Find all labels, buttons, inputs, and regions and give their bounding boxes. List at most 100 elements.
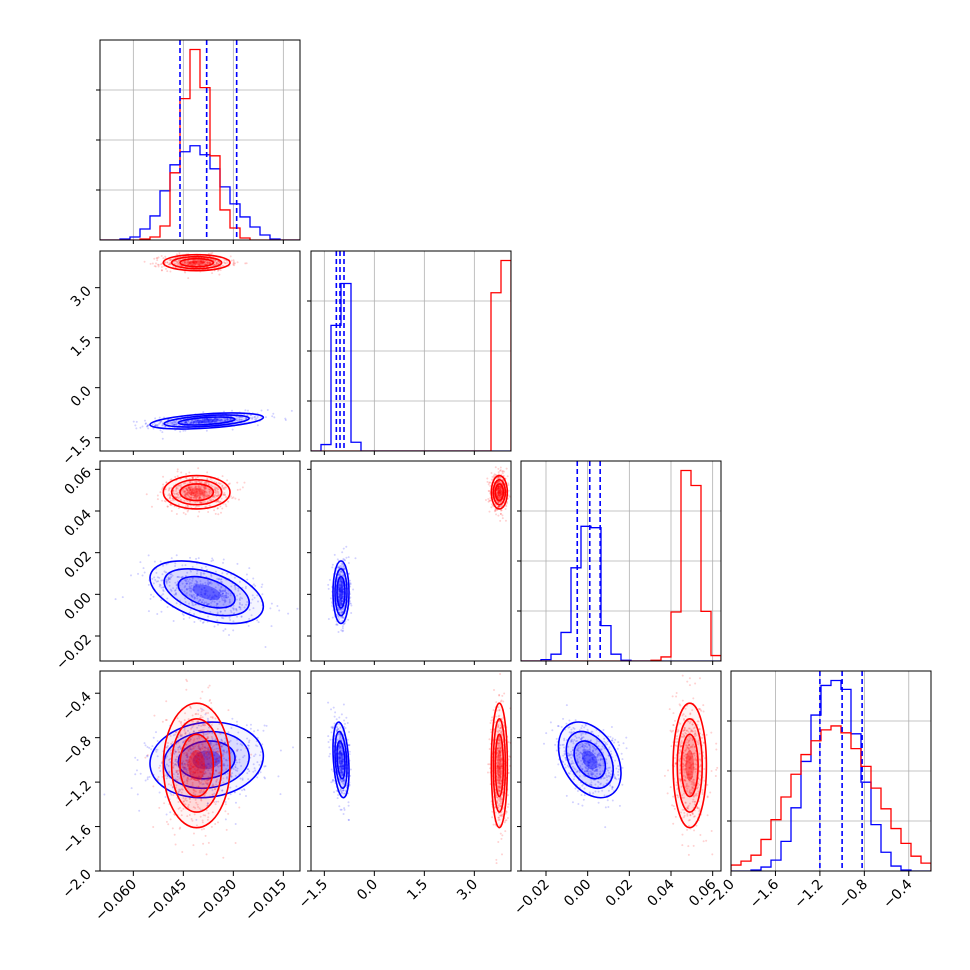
scatter-point bbox=[183, 752, 186, 755]
scatter-point bbox=[218, 591, 221, 594]
scatter-point bbox=[284, 417, 287, 420]
scatter-point bbox=[489, 485, 492, 488]
scatter-point bbox=[497, 489, 500, 492]
scatter-point bbox=[340, 590, 343, 593]
scatter-point bbox=[188, 261, 191, 264]
scatter-point bbox=[181, 762, 184, 765]
scatter-point bbox=[197, 505, 200, 508]
scatter-point bbox=[172, 490, 175, 493]
scatter-point bbox=[195, 824, 198, 827]
scatter-point bbox=[207, 510, 210, 513]
scatter-point bbox=[155, 424, 158, 427]
scatter-point bbox=[341, 586, 344, 589]
scatter-point bbox=[497, 486, 500, 489]
scatter-point bbox=[206, 420, 209, 423]
scatter-point bbox=[496, 496, 499, 499]
scatter-point bbox=[342, 623, 345, 626]
scatter-point bbox=[174, 778, 177, 781]
scatter-point bbox=[499, 505, 502, 508]
scatter-point bbox=[191, 476, 194, 479]
scatter-point bbox=[202, 420, 205, 423]
scatter-point bbox=[336, 623, 339, 626]
scatter-point bbox=[195, 759, 198, 762]
scatter-point bbox=[176, 468, 179, 471]
scatter-point bbox=[341, 611, 344, 614]
scatter-point bbox=[174, 421, 177, 424]
scatter-point bbox=[215, 417, 218, 420]
scatter-point bbox=[185, 488, 188, 491]
scatter-point bbox=[335, 718, 338, 721]
scatter-point bbox=[182, 618, 185, 621]
scatter-point bbox=[170, 589, 173, 592]
scatter-point bbox=[497, 481, 500, 484]
scatter-point bbox=[190, 262, 193, 265]
scatter-point bbox=[498, 491, 501, 494]
scatter-point bbox=[204, 488, 207, 491]
scatter-point bbox=[190, 419, 193, 422]
scatter-point bbox=[236, 748, 239, 751]
scatter-point bbox=[199, 716, 202, 719]
scatter-point bbox=[178, 576, 181, 579]
scatter-point bbox=[197, 754, 200, 757]
scatter-point bbox=[230, 418, 233, 421]
scatter-point bbox=[213, 597, 216, 600]
scatter-point bbox=[199, 259, 202, 262]
scatter-point bbox=[245, 573, 248, 576]
scatter-point bbox=[226, 479, 229, 482]
scatter-point bbox=[201, 775, 204, 778]
scatter-point bbox=[249, 601, 252, 604]
scatter-point bbox=[154, 265, 157, 268]
scatter-point bbox=[338, 583, 341, 586]
scatter-point bbox=[210, 596, 213, 599]
scatter-point bbox=[256, 729, 259, 732]
scatter-point bbox=[499, 485, 502, 488]
scatter-point bbox=[347, 562, 350, 565]
scatter-point bbox=[198, 492, 201, 495]
scatter-point bbox=[237, 416, 240, 419]
scatter-point bbox=[195, 260, 198, 263]
scatter-point bbox=[345, 545, 348, 548]
scatter-point bbox=[174, 760, 177, 763]
scatter-point bbox=[349, 582, 352, 585]
scatter-point bbox=[340, 589, 343, 592]
scatter-point bbox=[169, 792, 172, 795]
scatter-point bbox=[207, 712, 210, 715]
scatter-point bbox=[202, 261, 205, 264]
scatter-point bbox=[186, 765, 189, 768]
scatter-point bbox=[264, 416, 267, 419]
scatter-point bbox=[200, 588, 203, 591]
scatter-point bbox=[333, 553, 336, 556]
scatter-point bbox=[340, 562, 343, 565]
scatter-point bbox=[191, 602, 194, 605]
scatter-point bbox=[171, 786, 174, 789]
scatter-point bbox=[191, 421, 194, 424]
scatter-point bbox=[212, 559, 215, 562]
scatter-point bbox=[186, 499, 189, 502]
scatter-point bbox=[210, 574, 213, 577]
scatter-point bbox=[143, 260, 146, 263]
scatter-point bbox=[194, 263, 197, 266]
scatter-point bbox=[164, 255, 167, 258]
scatter-point bbox=[491, 503, 494, 506]
scatter-point bbox=[178, 777, 181, 780]
scatter-point bbox=[187, 260, 190, 263]
scatter-point bbox=[500, 490, 503, 493]
scatter-point bbox=[150, 748, 153, 751]
scatter-point bbox=[197, 263, 200, 266]
scatter-point bbox=[186, 779, 189, 782]
scatter-point bbox=[177, 741, 180, 744]
scatter-point bbox=[192, 492, 195, 495]
scatter-point bbox=[199, 749, 202, 752]
scatter-point bbox=[209, 418, 212, 421]
scatter-point bbox=[194, 596, 197, 599]
scatter-point bbox=[197, 761, 200, 764]
scatter-point bbox=[191, 260, 194, 263]
scatter-point bbox=[490, 506, 493, 509]
scatter-point bbox=[188, 611, 191, 614]
scatter-point bbox=[328, 578, 331, 581]
scatter-point bbox=[340, 582, 343, 585]
scatter-point bbox=[161, 720, 164, 723]
scatter-point bbox=[216, 490, 219, 493]
scatter-point bbox=[233, 262, 236, 265]
scatter-point bbox=[187, 509, 190, 512]
